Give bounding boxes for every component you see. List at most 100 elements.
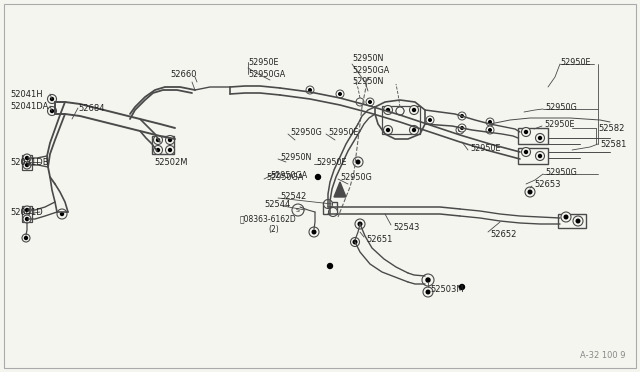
Circle shape [166,135,175,144]
Text: 52950N: 52950N [280,153,312,161]
Circle shape [339,93,341,95]
Circle shape [353,240,357,244]
Text: Ⓜ08363-6162D: Ⓜ08363-6162D [240,215,297,224]
Circle shape [528,190,532,194]
Circle shape [154,135,163,144]
Circle shape [154,145,163,154]
Circle shape [22,234,30,242]
Text: 52651: 52651 [366,234,392,244]
Text: 52950GA: 52950GA [248,70,285,78]
Circle shape [538,154,541,157]
Circle shape [399,110,401,112]
Circle shape [23,215,31,223]
Circle shape [410,125,419,135]
Text: 52950G: 52950G [290,128,322,137]
Circle shape [306,86,314,94]
Circle shape [328,208,337,217]
Bar [382,106,420,134]
Circle shape [525,151,527,154]
Circle shape [387,128,390,131]
Circle shape [47,106,56,115]
Circle shape [61,212,63,215]
Text: 52502M: 52502M [154,157,188,167]
Circle shape [157,148,159,151]
Text: 52582: 52582 [598,124,625,132]
Polygon shape [334,182,346,197]
Circle shape [426,116,434,124]
Text: 52652: 52652 [490,230,516,238]
Circle shape [26,164,29,167]
Circle shape [413,109,415,112]
Text: 52503M: 52503M [430,285,463,294]
Circle shape [328,263,333,269]
Text: (2): (2) [268,224,279,234]
Circle shape [292,204,304,216]
Circle shape [383,106,392,115]
Circle shape [312,230,316,234]
Circle shape [168,148,172,151]
Circle shape [410,106,419,115]
Circle shape [426,278,430,282]
Text: 52950E: 52950E [544,119,575,128]
Circle shape [422,274,434,286]
Circle shape [396,107,404,115]
Text: 52950E: 52950E [560,58,591,67]
Circle shape [166,145,175,154]
Text: 52950GA: 52950GA [352,65,389,74]
Text: 52950E: 52950E [470,144,500,153]
Circle shape [308,89,311,91]
Text: 52950GA: 52950GA [266,173,303,182]
Circle shape [458,112,466,120]
Circle shape [459,129,461,131]
Circle shape [23,206,31,214]
Circle shape [355,219,365,229]
Circle shape [489,129,492,131]
Circle shape [23,154,31,162]
Circle shape [538,137,541,140]
Circle shape [461,115,463,117]
Circle shape [387,109,390,112]
Text: 52950E: 52950E [248,58,278,67]
Circle shape [522,148,531,157]
Text: S: S [296,208,300,212]
Circle shape [561,212,571,222]
Circle shape [423,287,433,297]
Circle shape [426,290,430,294]
Circle shape [24,237,28,240]
Circle shape [413,128,415,131]
Circle shape [383,125,392,135]
Circle shape [23,161,31,169]
Circle shape [168,138,172,141]
Circle shape [323,199,333,208]
Bar [152,136,174,154]
Circle shape [51,97,54,100]
Circle shape [486,126,494,134]
Bar [518,148,548,164]
Bar [323,202,337,214]
Circle shape [456,126,464,134]
Circle shape [486,118,494,126]
Circle shape [536,134,545,142]
Text: 52950E: 52950E [316,157,346,167]
Text: 52542: 52542 [280,192,307,201]
Text: 52653: 52653 [534,180,561,189]
Text: A-32 100 9: A-32 100 9 [580,351,626,360]
Text: 52581: 52581 [600,140,627,148]
Text: 52543: 52543 [393,222,419,231]
Text: 52950G: 52950G [340,173,372,182]
Circle shape [356,160,360,164]
Circle shape [353,157,363,167]
Bar [518,128,548,144]
Circle shape [461,127,463,129]
Circle shape [536,151,545,160]
Circle shape [525,131,527,134]
Text: 52041DA: 52041DA [10,102,49,110]
Text: 52684: 52684 [78,103,104,112]
Circle shape [522,128,531,137]
Circle shape [396,107,404,115]
Circle shape [336,90,344,98]
Circle shape [47,94,56,103]
Circle shape [576,219,580,223]
Circle shape [458,124,466,132]
Text: 52950G: 52950G [545,103,577,112]
